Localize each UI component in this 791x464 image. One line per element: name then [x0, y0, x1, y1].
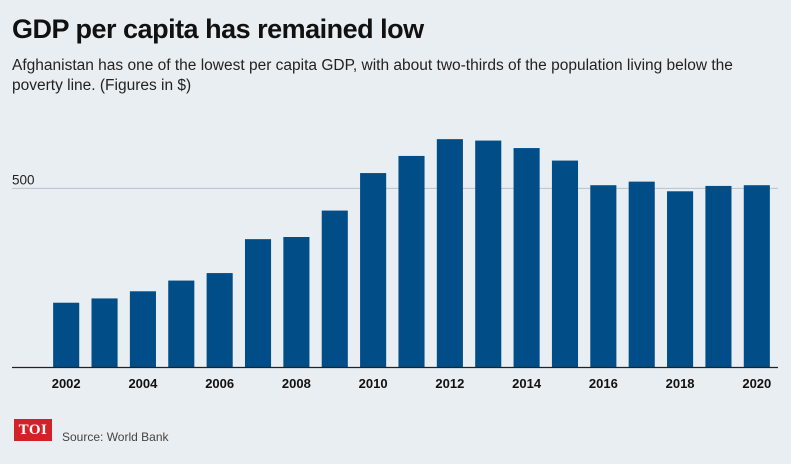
bar-2012	[436, 139, 463, 367]
bar-2020	[743, 185, 770, 367]
bar-2006	[206, 273, 233, 367]
chart-subtitle: Afghanistan has one of the lowest per ca…	[12, 57, 733, 94]
bar-2015	[551, 160, 579, 367]
x-tick-label: 2006	[205, 376, 234, 391]
bar-2008	[283, 237, 310, 367]
source-note: Source: World Bank	[62, 430, 169, 444]
y-tick-label: 500	[12, 172, 35, 187]
bar-2011	[398, 155, 425, 367]
x-tick-label: 2014	[512, 376, 542, 391]
x-tick-label: 2016	[589, 376, 618, 391]
bar-2007	[244, 239, 272, 367]
bar-2014	[513, 148, 540, 367]
bar-2005	[168, 280, 195, 367]
bar-2016	[590, 185, 617, 367]
bar-2018	[667, 191, 694, 367]
x-tick-label: 2018	[666, 376, 695, 391]
bar-2004	[129, 291, 156, 367]
bar-2009	[321, 210, 348, 367]
x-tick-label: 2004	[128, 376, 158, 391]
bar-2019	[705, 185, 732, 367]
bar-2002	[53, 302, 80, 367]
x-tick-label: 2008	[282, 376, 311, 391]
x-tick-label: 2020	[742, 376, 771, 391]
x-tick-label: 2010	[359, 376, 388, 391]
bar-2010	[360, 173, 387, 367]
toi-logo: TOI	[14, 419, 52, 441]
bar-2017	[628, 181, 655, 367]
bar-2003	[91, 298, 118, 367]
bar-2013	[475, 140, 502, 367]
x-tick-label: 2012	[435, 376, 464, 391]
chart-title: GDP per capita has remained low	[12, 14, 424, 44]
x-tick-label: 2002	[52, 376, 81, 391]
